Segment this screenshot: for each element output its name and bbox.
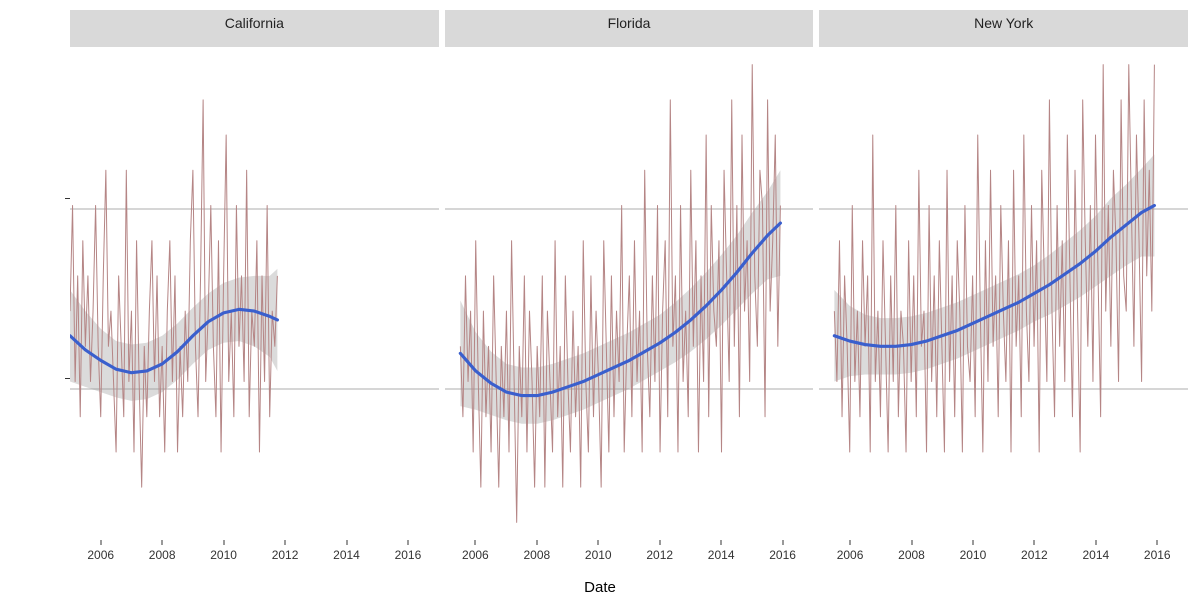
x-tick-mark — [598, 540, 599, 545]
x-tick-label: 2016 — [769, 548, 796, 562]
x-tick-mark — [475, 540, 476, 545]
x-tick-mark — [1034, 540, 1035, 545]
x-tick-mark — [346, 540, 347, 545]
x-tick-mark — [782, 540, 783, 545]
x-tick-mark — [911, 540, 912, 545]
x-tick-label: 2008 — [523, 548, 550, 562]
x-tick-label: 2012 — [646, 548, 673, 562]
x-tick-label: 2006 — [837, 548, 864, 562]
x-tick-label: 2014 — [1082, 548, 1109, 562]
x-tick-label: 2008 — [149, 548, 176, 562]
x-tick-mark — [536, 540, 537, 545]
figure: Number of CRAO diagnoses per month Date … — [0, 0, 1200, 600]
facet-panel: New York — [819, 10, 1188, 540]
x-tick-mark — [659, 540, 660, 545]
x-tick-mark — [850, 540, 851, 545]
x-tick-label: 2006 — [87, 548, 114, 562]
x-tick-mark — [285, 540, 286, 545]
x-axis-label: Date — [0, 579, 1200, 596]
plot-area — [445, 47, 814, 540]
facet-panels: CaliforniaFloridaNew York — [70, 10, 1188, 540]
x-tick-label: 2010 — [210, 548, 237, 562]
x-tick-label: 2016 — [1144, 548, 1171, 562]
x-tick-mark — [407, 540, 408, 545]
x-tick-label: 2014 — [708, 548, 735, 562]
x-tick-mark — [223, 540, 224, 545]
x-tick-mark — [1095, 540, 1096, 545]
plot-area — [70, 47, 439, 540]
series-svg — [70, 47, 439, 540]
x-tick-label: 2014 — [333, 548, 360, 562]
series-svg — [445, 47, 814, 540]
x-tick-label: 2012 — [272, 548, 299, 562]
x-tick-mark — [100, 540, 101, 545]
x-tick-label: 2010 — [960, 548, 987, 562]
x-tick-label: 2012 — [1021, 548, 1048, 562]
x-tick-label: 2006 — [462, 548, 489, 562]
facet-strip: Florida — [445, 10, 814, 47]
facet-panel: Florida — [445, 10, 814, 540]
facet-strip: California — [70, 10, 439, 47]
x-tick-mark — [162, 540, 163, 545]
x-tick-mark — [721, 540, 722, 545]
x-tick-label: 2010 — [585, 548, 612, 562]
x-tick-label: 2008 — [898, 548, 925, 562]
plot-area — [819, 47, 1188, 540]
facet-strip: New York — [819, 10, 1188, 47]
x-tick-mark — [1157, 540, 1158, 545]
facet-panel: California — [70, 10, 439, 540]
x-tick-mark — [972, 540, 973, 545]
series-svg — [819, 47, 1188, 540]
x-tick-label: 2016 — [395, 548, 422, 562]
